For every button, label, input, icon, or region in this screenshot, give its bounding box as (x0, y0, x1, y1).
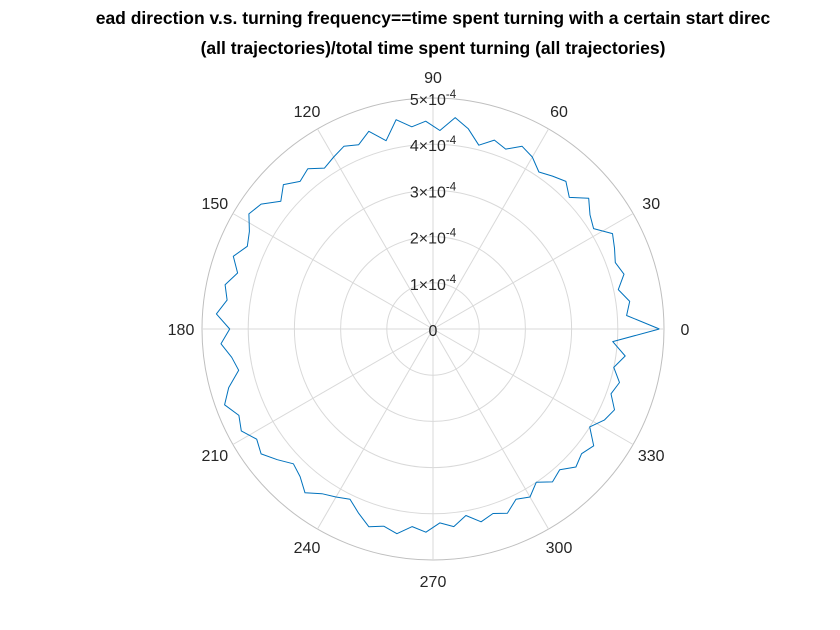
r-tick-labels: 0 1×10-4 2×10-4 3×10-4 4×10-4 5×10-4 (410, 89, 457, 340)
theta-tick-label: 240 (294, 540, 321, 557)
theta-tick-label: 0 (681, 322, 690, 339)
data-series (215, 117, 660, 535)
theta-tick-label: 180 (168, 322, 195, 339)
grid-spoke (432, 213, 634, 330)
r-tick-label: 1×10-4 (410, 274, 457, 294)
grid-spoke (432, 328, 549, 530)
r-tick-label: 5×10-4 (410, 89, 457, 109)
theta-tick-label: 210 (201, 448, 228, 465)
theta-tick-label: 150 (201, 196, 228, 213)
grid-spoke (317, 328, 434, 530)
r-tick-label: 2×10-4 (410, 228, 457, 248)
r-tick-label: 3×10-4 (410, 181, 457, 201)
theta-tick-label: 330 (638, 448, 665, 465)
grid-spoke (232, 328, 434, 445)
theta-tick-labels: 0 30 60 90 120 150 180 210 240 270 300 330 (168, 70, 690, 591)
chart-title-line-1: ead direction v.s. turning frequency==ti… (96, 8, 771, 28)
polar-grid (201, 97, 665, 561)
chart-title-line-2: (all trajectories)/total time spent turn… (201, 38, 666, 58)
grid-spoke (432, 128, 549, 330)
theta-tick-label: 90 (424, 70, 442, 87)
theta-tick-label: 30 (642, 196, 660, 213)
grid-spoke (432, 328, 634, 445)
r-tick-label: 4×10-4 (410, 135, 457, 155)
theta-tick-label: 60 (550, 104, 568, 121)
theta-tick-label: 300 (546, 540, 573, 557)
series-line (215, 117, 660, 535)
grid-spoke (317, 128, 434, 330)
grid-spoke (232, 213, 434, 330)
r-tick-label: 0 (429, 323, 438, 340)
theta-tick-label: 120 (294, 104, 321, 121)
theta-tick-label: 270 (420, 574, 447, 591)
